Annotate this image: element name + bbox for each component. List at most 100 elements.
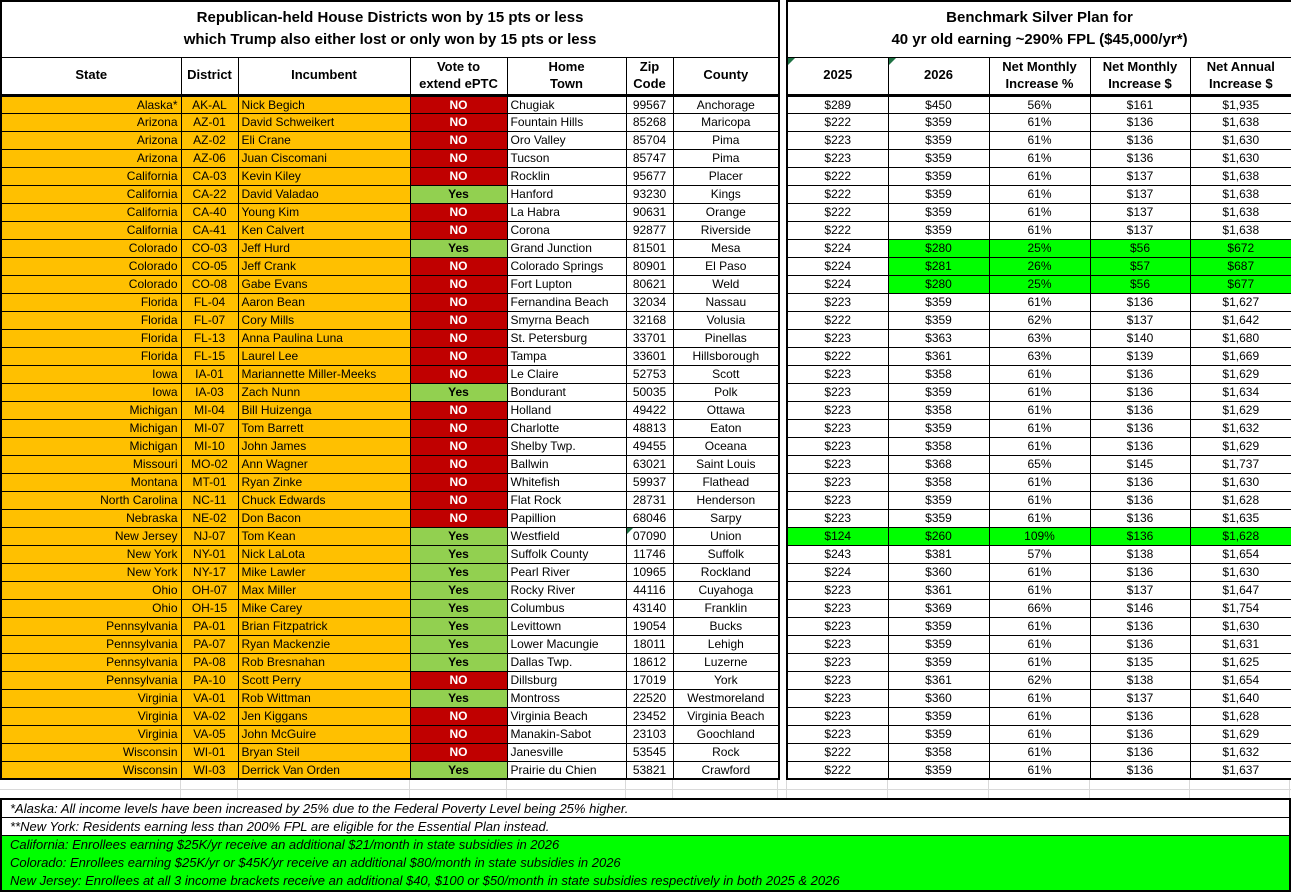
cell-incumbent: Jeff Hurd	[237, 238, 411, 258]
cell-net-monthly-increase-pct: 61%	[988, 220, 1091, 240]
cell-county: Riverside	[672, 220, 780, 240]
cell-incumbent: Laurel Lee	[237, 346, 411, 366]
cell-vote-extend-eptc: NO	[409, 724, 508, 744]
cell-net-annual-increase-dollar: $1,625	[1189, 652, 1291, 672]
cell-incumbent: Kevin Kiley	[237, 166, 411, 186]
cell-state: Virginia	[0, 724, 182, 744]
cell-district: OH-15	[180, 598, 239, 618]
cell-2026-premium: $359	[887, 220, 990, 240]
cell-net-monthly-increase-dollar: $137	[1089, 310, 1191, 330]
cell-net-monthly-increase-dollar: $136	[1089, 382, 1191, 402]
cell-zip-code: 22520	[625, 688, 674, 708]
cell-incumbent: John James	[237, 436, 411, 456]
premium-row: $223 $359 61% $136 $1,630	[786, 148, 1291, 168]
right-title-row: Benchmark Silver Plan for 40 yr old earn…	[786, 0, 1291, 58]
cell-incumbent: Rob Wittman	[237, 688, 411, 708]
cell-state: Colorado	[0, 256, 182, 276]
cell-net-annual-increase-dollar: $1,630	[1189, 130, 1291, 150]
cell-county: Weld	[672, 274, 780, 294]
premium-row: $223 $361 62% $138 $1,654	[786, 670, 1291, 690]
cell-2026-premium: $381	[887, 544, 990, 564]
district-row: Pennsylvania PA-08 Rob Bresnahan Yes Dallas …	[0, 652, 780, 672]
cell-district: WI-03	[180, 760, 239, 780]
cell-state: New York	[0, 562, 182, 582]
cell-2026-premium: $281	[887, 256, 990, 276]
premium-row: $223 $359 61% $136 $1,630	[786, 130, 1291, 150]
premium-row: $223 $359 61% $135 $1,625	[786, 652, 1291, 672]
premium-row: $224 $360 61% $136 $1,630	[786, 562, 1291, 582]
cell-net-annual-increase-dollar: $1,630	[1189, 148, 1291, 168]
district-row: Michigan MI-10 John James NO Shelby Twp. 4945…	[0, 436, 780, 456]
cell-vote-extend-eptc: NO	[409, 310, 508, 330]
premium-row: $222 $358 61% $136 $1,632	[786, 742, 1291, 762]
col-header-district: District	[180, 56, 239, 97]
cell-home-town: Fountain Hills	[506, 112, 627, 132]
cell-incumbent: Derrick Van Orden	[237, 760, 411, 780]
cell-home-town: Colorado Springs	[506, 256, 627, 276]
cell-zip-code: 18011	[625, 634, 674, 654]
cell-net-annual-increase-dollar: $1,632	[1189, 742, 1291, 762]
cell-2026-premium: $359	[887, 382, 990, 402]
cell-net-annual-increase-dollar: $1,637	[1189, 760, 1291, 780]
cell-home-town: Oro Valley	[506, 130, 627, 150]
col-header-home-town: Home Town	[506, 56, 627, 97]
cell-incumbent: Chuck Edwards	[237, 490, 411, 510]
cell-vote-extend-eptc: Yes	[409, 238, 508, 258]
cell-incumbent: Ryan Zinke	[237, 472, 411, 492]
cell-county: Sarpy	[672, 508, 780, 528]
cell-incumbent: Nick LaLota	[237, 544, 411, 564]
cell-county: Ottawa	[672, 400, 780, 420]
cell-district: OH-07	[180, 580, 239, 600]
cell-district: CA-41	[180, 220, 239, 240]
district-row: Florida FL-04 Aaron Bean NO Fernandina Beach…	[0, 292, 780, 312]
cell-incumbent: David Schweikert	[237, 112, 411, 132]
cell-net-monthly-increase-pct: 26%	[988, 256, 1091, 276]
gridline	[237, 780, 238, 798]
col-header-county: County	[672, 56, 780, 97]
gridline	[0, 789, 1291, 790]
cell-county: Pima	[672, 130, 780, 150]
cell-zip-code: 93230	[625, 184, 674, 204]
cell-net-monthly-increase-dollar: $137	[1089, 202, 1191, 222]
cell-county: Franklin	[672, 598, 780, 618]
gridline	[988, 780, 989, 798]
cell-county: Luzerne	[672, 652, 780, 672]
cell-vote-extend-eptc: Yes	[409, 580, 508, 600]
cell-district: MT-01	[180, 472, 239, 492]
cell-vote-extend-eptc: NO	[409, 670, 508, 690]
cell-zip-code: 95677	[625, 166, 674, 186]
left-title-line1: Republican-held House Districts won by 1…	[196, 8, 584, 26]
cell-district: VA-01	[180, 688, 239, 708]
cell-vote-extend-eptc: Yes	[409, 526, 508, 546]
premium-row: $223 $359 61% $136 $1,628	[786, 706, 1291, 726]
premium-row: $224 $280 25% $56 $672	[786, 238, 1291, 258]
cell-state: Pennsylvania	[0, 670, 182, 690]
left-title-row: Republican-held House Districts won by 1…	[0, 0, 780, 58]
cell-county: El Paso	[672, 256, 780, 276]
cell-district: PA-08	[180, 652, 239, 672]
cell-2026-premium: $359	[887, 310, 990, 330]
cell-vote-extend-eptc: Yes	[409, 562, 508, 582]
cell-zip-code: 49455	[625, 436, 674, 456]
cell-zip-code: 50035	[625, 382, 674, 402]
district-row: Colorado CO-03 Jeff Hurd Yes Grand Junction 8…	[0, 238, 780, 258]
cell-incumbent: Bryan Steil	[237, 742, 411, 762]
cell-county: Crawford	[672, 760, 780, 780]
cell-county: Nassau	[672, 292, 780, 312]
cell-home-town: Janesville	[506, 742, 627, 762]
cell-net-annual-increase-dollar: $1,754	[1189, 598, 1291, 618]
cell-state: New York	[0, 544, 182, 564]
cell-state: Florida	[0, 292, 182, 312]
cell-vote-extend-eptc: NO	[409, 346, 508, 366]
cell-2026-premium: $369	[887, 598, 990, 618]
cell-net-annual-increase-dollar: $1,630	[1189, 472, 1291, 492]
cell-net-annual-increase-dollar: $1,628	[1189, 526, 1291, 546]
col-header-2025-label: 2025	[823, 67, 853, 83]
cell-county: Hillsborough	[672, 346, 780, 366]
cell-net-monthly-increase-dollar: $136	[1089, 616, 1191, 636]
district-row: New Jersey NJ-07 Tom Kean Yes Westfield 07090…	[0, 526, 780, 546]
cell-net-monthly-increase-pct: 61%	[988, 508, 1091, 528]
cell-district: FL-13	[180, 328, 239, 348]
premium-row: $222 $359 61% $137 $1,638	[786, 202, 1291, 222]
cell-net-monthly-increase-dollar: $136	[1089, 130, 1191, 150]
